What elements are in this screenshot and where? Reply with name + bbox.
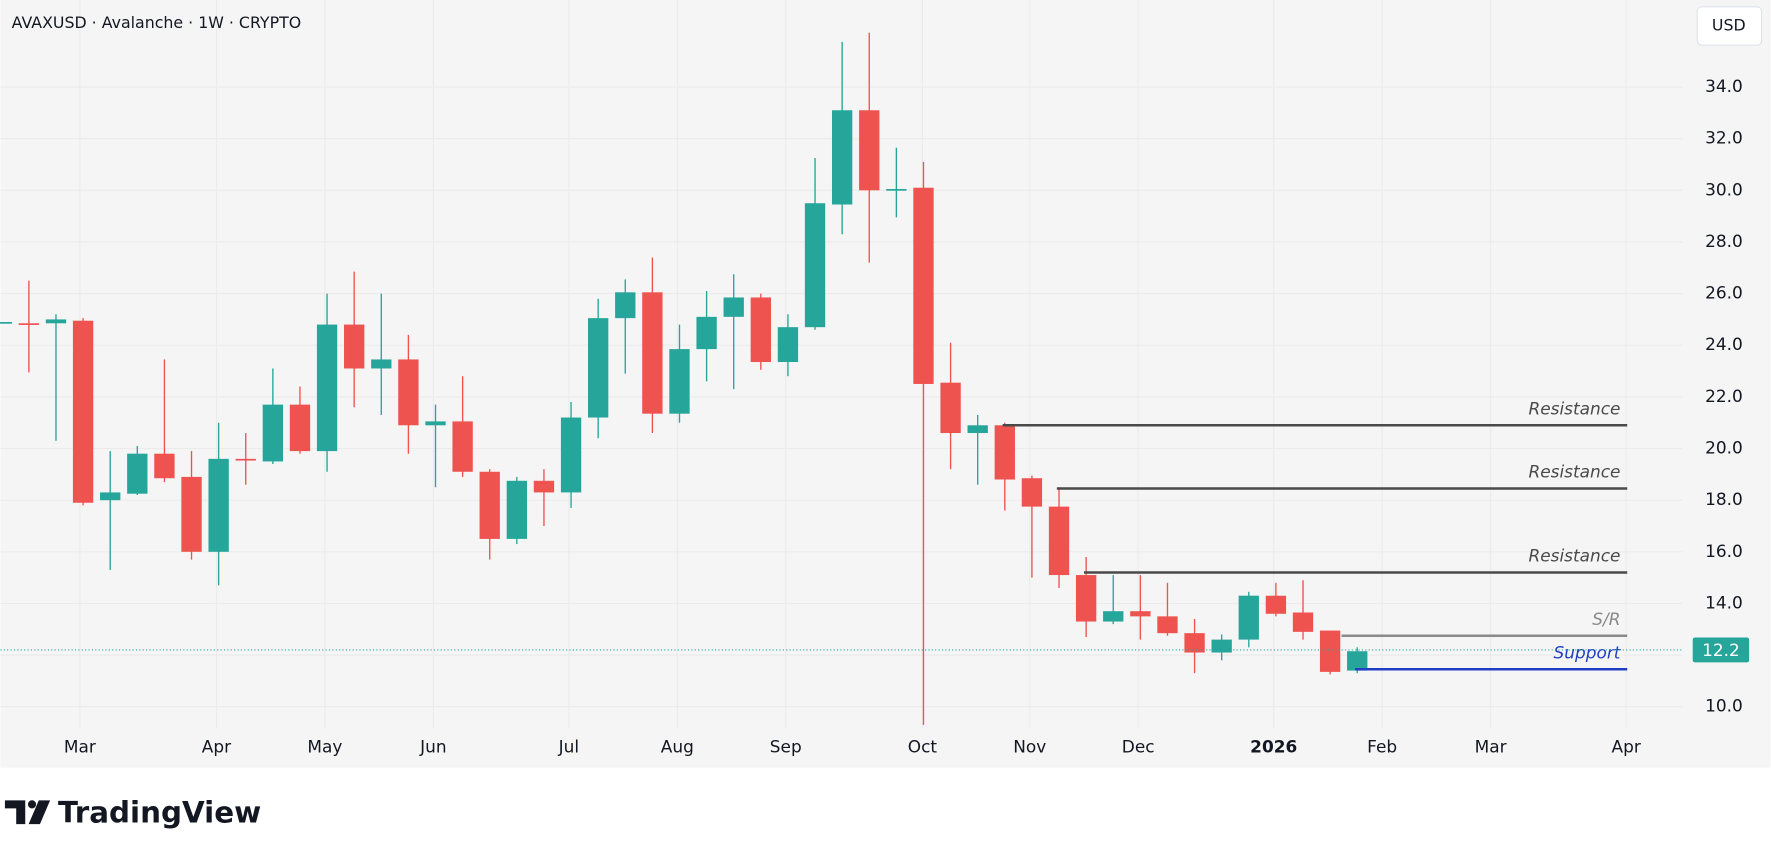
candle-body: [560, 417, 582, 493]
x-tick-label: May: [307, 736, 342, 756]
last-price-box: [1692, 637, 1750, 663]
candle-body: [669, 349, 690, 414]
y-tick-label: 30.0: [1705, 179, 1743, 199]
y-tick-label: 16.0: [1705, 541, 1743, 561]
candle-body: [1075, 575, 1097, 622]
level-label: Resistance: [1529, 546, 1621, 566]
candle-body: [1211, 639, 1232, 653]
candle-body: [1292, 612, 1314, 632]
y-tick-label: 26.0: [1705, 283, 1743, 303]
currency-label[interactable]: USD: [1712, 15, 1746, 34]
candle-body: [587, 318, 609, 418]
candle-body: [289, 404, 311, 452]
candle-body: [1021, 478, 1043, 507]
candle-body: [0, 321, 12, 324]
candle-body: [831, 110, 853, 205]
candle-body: [425, 421, 446, 426]
brand-name: TradingView: [58, 795, 261, 829]
level-label: Support: [1554, 642, 1622, 662]
y-tick-label: 10.0: [1705, 696, 1743, 716]
x-tick-label: Dec: [1122, 736, 1155, 756]
candle-body: [316, 324, 338, 452]
candle-body: [1048, 506, 1070, 576]
candle-body: [994, 425, 1015, 480]
candle-body: [696, 316, 717, 350]
candle-body: [1184, 633, 1205, 653]
candle-body: [940, 382, 961, 434]
y-tick-label: 34.0: [1705, 76, 1743, 96]
candle-body: [1157, 616, 1178, 634]
candle-body: [804, 203, 826, 328]
candle-body: [72, 320, 94, 503]
x-tick-label: Oct: [908, 736, 938, 756]
currency-box[interactable]: [1696, 6, 1763, 46]
candle-body: [127, 453, 148, 494]
candle-body: [1130, 611, 1151, 617]
level-label: S/R: [1592, 609, 1620, 629]
candle-body: [100, 492, 121, 501]
x-tick-label: Aug: [661, 736, 694, 756]
candle-body: [208, 458, 229, 552]
x-tick-label: Jun: [419, 736, 446, 756]
candle-body: [452, 421, 473, 472]
x-tick-label: Mar: [1475, 736, 1507, 756]
candle-body: [18, 323, 40, 325]
brand-logo: [4, 800, 51, 825]
candle-body: [967, 425, 988, 434]
x-tick-label: Jul: [558, 736, 579, 756]
y-tick-label: 18.0: [1705, 489, 1743, 509]
last-price-label: 12.2: [1702, 640, 1740, 660]
y-tick-label: 20.0: [1705, 438, 1743, 458]
candle-body: [479, 471, 500, 539]
candle-body: [750, 297, 771, 363]
candle-body: [235, 458, 256, 461]
candle-body: [1238, 595, 1259, 640]
y-tick-label: 28.0: [1705, 231, 1743, 251]
y-tick-label: 32.0: [1705, 128, 1743, 148]
candle-body: [45, 319, 67, 324]
candle-body: [723, 297, 744, 317]
logo-shape: [27, 800, 37, 809]
candle-body: [615, 292, 636, 319]
candle-body: [777, 327, 799, 363]
candle-body: [1347, 651, 1368, 671]
chart-title: AVAXUSD · Avalanche · 1W · CRYPTO: [12, 13, 302, 32]
candle-body: [181, 476, 202, 552]
x-tick-label: Apr: [1612, 736, 1641, 756]
x-tick-label: Feb: [1367, 736, 1397, 756]
x-tick-label: Apr: [202, 736, 231, 756]
candle-body: [154, 453, 175, 479]
x-tick-label: 2026: [1250, 736, 1297, 756]
candle-body: [262, 404, 284, 462]
candle-body: [506, 480, 528, 539]
candle-body: [642, 292, 663, 414]
level-label: Resistance: [1529, 462, 1621, 482]
plot: Resistance Resistance Resistance S/R Support: [0, 32, 1683, 725]
y-tick-label: 24.0: [1705, 334, 1743, 354]
candle-body: [371, 359, 392, 369]
candle-body: [533, 480, 555, 493]
level-label: Resistance: [1529, 398, 1621, 418]
x-tick-label: Mar: [64, 736, 96, 756]
chart-background: [0, 0, 1770, 768]
logo-shape: [4, 800, 26, 825]
candle-body: [1319, 630, 1341, 672]
x-tick-label: Sep: [770, 736, 802, 756]
candle-body: [344, 324, 365, 369]
candle-body: [859, 110, 880, 191]
y-tick-label: 22.0: [1705, 386, 1743, 406]
logo-shape: [28, 800, 51, 825]
candle-body: [886, 189, 907, 191]
x-tick-label: Nov: [1013, 736, 1046, 756]
candle-body: [1103, 611, 1124, 622]
candle-body: [398, 359, 419, 426]
y-tick-label: 14.0: [1705, 592, 1743, 612]
candle-body: [913, 187, 934, 384]
candle-body: [1265, 595, 1287, 614]
